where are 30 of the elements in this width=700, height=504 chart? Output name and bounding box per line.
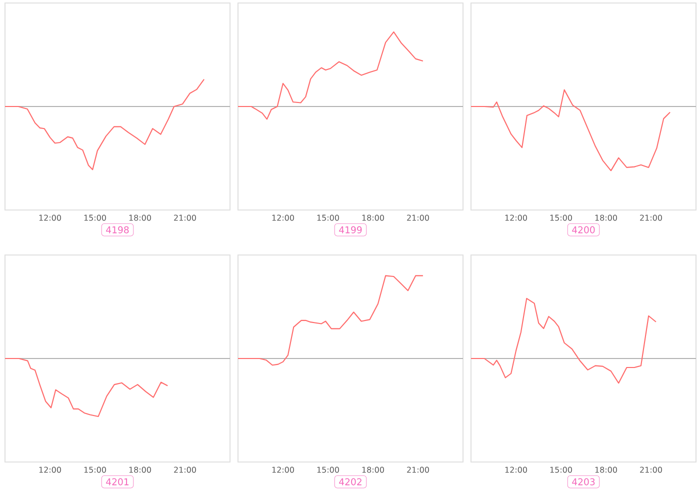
x-tick-label: 21:00 <box>640 214 662 221</box>
text: 4200 <box>572 226 595 234</box>
text: 4198 <box>106 226 129 234</box>
x-tick-label: 18:00 <box>129 466 151 473</box>
x-tick-label: 15:00 <box>317 466 339 473</box>
x-tick-label: 18:00 <box>129 214 151 221</box>
x-tick-label: 21:00 <box>407 214 429 221</box>
x-tick-label: 18:00 <box>362 466 384 473</box>
x-tick-label: 21:00 <box>640 466 662 473</box>
text: 4201 <box>106 478 129 486</box>
x-tick-label: 18:00 <box>595 466 617 473</box>
x-tick-label: 12:00 <box>272 214 294 221</box>
x-tick-label: 18:00 <box>362 214 384 221</box>
x-tick-label: 12:00 <box>39 466 61 473</box>
x-tick-label: 12:00 <box>505 214 527 221</box>
x-tick-label: 15:00 <box>84 214 106 221</box>
x-tick-label: 15:00 <box>550 466 572 473</box>
x-tick-label: 21:00 <box>174 214 196 221</box>
x-tick-label: 12:00 <box>39 214 61 221</box>
text: 4199 <box>339 226 362 234</box>
x-tick-label: 18:00 <box>595 214 617 221</box>
x-tick-label: 21:00 <box>174 466 196 473</box>
text: 4202 <box>339 478 362 486</box>
x-tick-label: 21:00 <box>407 466 429 473</box>
x-tick-label: 12:00 <box>505 466 527 473</box>
x-tick-label: 15:00 <box>84 466 106 473</box>
x-tick-label: 15:00 <box>550 214 572 221</box>
text: 4203 <box>572 478 595 486</box>
x-tick-label: 15:00 <box>317 214 339 221</box>
x-tick-label: 12:00 <box>272 466 294 473</box>
